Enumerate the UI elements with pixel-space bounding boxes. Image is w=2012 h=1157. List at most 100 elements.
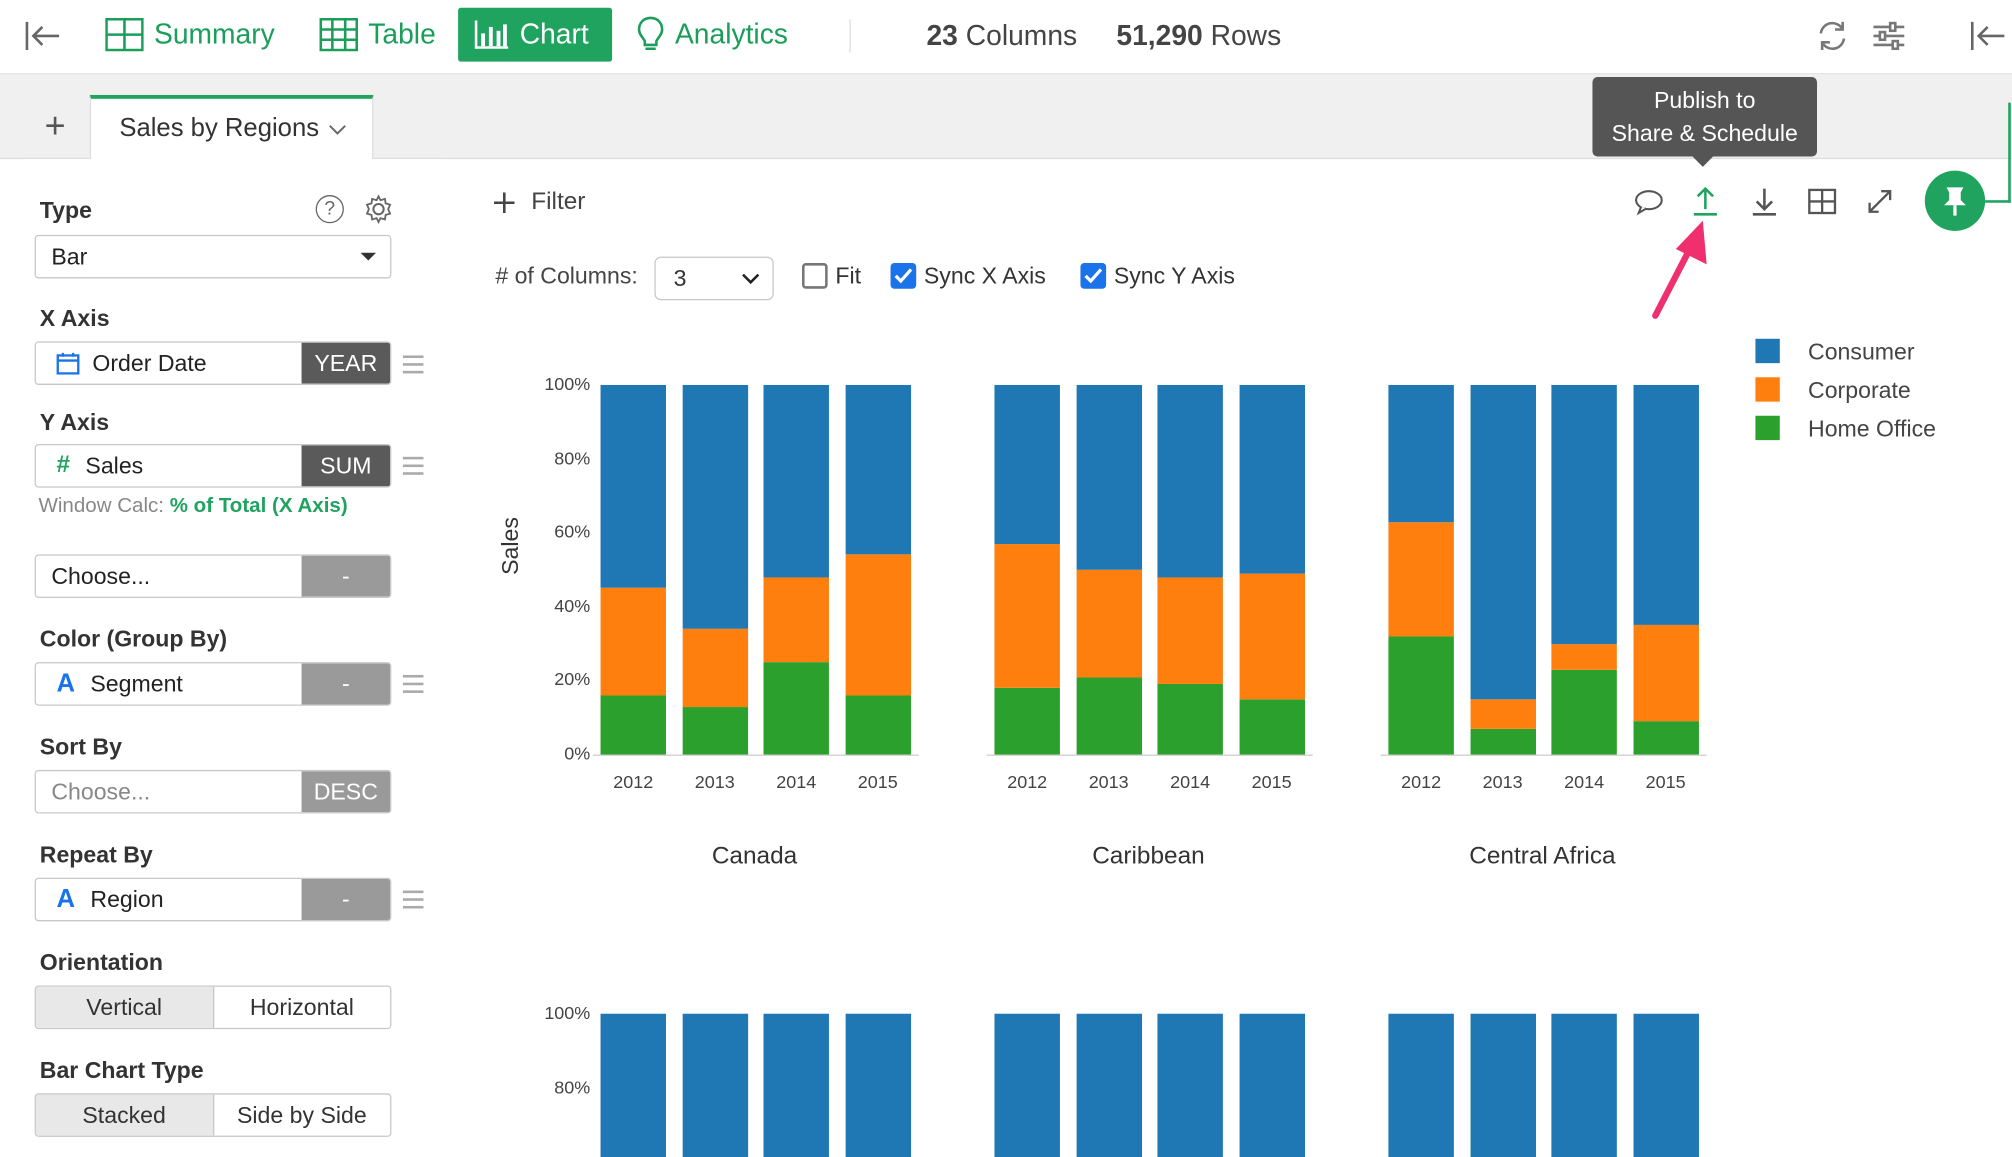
bar-corporate[interactable] [994, 543, 1060, 688]
bar-home-office[interactable] [994, 687, 1060, 755]
collapse-right-icon[interactable] [1968, 18, 2006, 54]
bar-home-office[interactable] [1551, 669, 1617, 755]
bar-consumer[interactable] [1469, 384, 1536, 700]
bar-corporate[interactable] [763, 577, 829, 663]
refresh-icon[interactable] [1814, 18, 1850, 54]
color-field-pill[interactable]: - [301, 663, 391, 705]
barchart-stacked[interactable]: Stacked [35, 1094, 214, 1136]
bar-consumer[interactable] [994, 1013, 1060, 1157]
color-menu-icon[interactable] [402, 674, 424, 693]
grid-layout-icon[interactable] [1805, 185, 1838, 218]
legend-corporate[interactable]: Corporate [1808, 377, 1911, 403]
bar-corporate[interactable] [1469, 699, 1536, 729]
bar-home-office[interactable] [682, 706, 748, 755]
yaxis-agg-button[interactable]: SUM [301, 445, 391, 487]
repeat-menu-icon[interactable] [402, 890, 424, 909]
bar-consumer[interactable] [1075, 384, 1142, 570]
bar-consumer[interactable] [600, 384, 666, 589]
orientation-vertical[interactable]: Vertical [35, 986, 214, 1028]
bar-consumer[interactable] [1388, 1013, 1454, 1157]
add-sheet-button[interactable]: + [44, 105, 66, 146]
sort-field[interactable]: Choose... DESC [34, 769, 392, 814]
xaxis-agg-button[interactable]: YEAR [301, 342, 391, 384]
pin-button[interactable] [1924, 170, 1986, 231]
orientation-horizontal[interactable]: Horizontal [249, 993, 354, 1020]
sheet-tab-active[interactable]: Sales by Regions [89, 94, 374, 160]
repeat-field-pill[interactable]: - [301, 878, 391, 921]
color-field[interactable]: A Segment - [34, 662, 392, 706]
bar-consumer[interactable] [1388, 384, 1454, 522]
bar-consumer[interactable] [1238, 1013, 1305, 1157]
tab-table[interactable]: Table [304, 8, 451, 62]
columns-count-select[interactable]: 3 [654, 256, 774, 301]
xaxis-field[interactable]: Order Date YEAR [34, 341, 392, 385]
bar-home-office[interactable] [1388, 636, 1454, 755]
bar-corporate[interactable] [1157, 577, 1223, 685]
bar-consumer[interactable] [763, 384, 829, 578]
yaxis-menu-icon[interactable] [402, 456, 424, 475]
tab-chart[interactable]: Chart [458, 7, 613, 62]
bar-corporate[interactable] [1388, 521, 1454, 637]
barchart-side-by-side[interactable]: Side by Side [237, 1101, 367, 1128]
bar-consumer[interactable] [994, 384, 1060, 544]
bar-home-office[interactable] [1469, 728, 1536, 755]
sort-direction-button[interactable]: DESC [301, 771, 391, 813]
barchart-type-label: Bar Chart Type [39, 1057, 204, 1084]
bar-corporate[interactable] [1075, 569, 1142, 677]
help-icon[interactable]: ? [315, 195, 344, 224]
bar-consumer[interactable] [1238, 384, 1305, 574]
bar-consumer[interactable] [682, 1013, 748, 1157]
expand-icon[interactable] [1863, 185, 1896, 218]
bar-consumer[interactable] [1469, 1013, 1536, 1157]
bar-home-office[interactable] [763, 662, 829, 755]
bar-corporate[interactable] [844, 554, 911, 696]
chart-type-select[interactable]: Bar [34, 234, 392, 279]
bar-corporate[interactable] [600, 588, 666, 696]
bar-consumer[interactable] [682, 384, 748, 629]
bar-home-office[interactable] [600, 695, 666, 755]
bar-consumer[interactable] [1551, 384, 1617, 644]
bar-home-office[interactable] [1157, 684, 1223, 755]
bar-consumer[interactable] [600, 1013, 666, 1157]
bar-corporate[interactable] [1551, 643, 1617, 670]
extra-field[interactable]: Choose... - [34, 554, 392, 598]
extra-field-pill[interactable]: - [301, 555, 391, 597]
comment-icon[interactable] [1632, 185, 1665, 218]
legend-home-office[interactable]: Home Office [1808, 415, 1936, 442]
download-icon[interactable] [1748, 185, 1781, 218]
bar-consumer[interactable] [1075, 1013, 1142, 1157]
repeat-field[interactable]: A Region - [34, 877, 392, 922]
bar-home-office[interactable] [1632, 721, 1699, 755]
extra-field-placeholder: Choose... [51, 562, 151, 589]
bar-home-office[interactable] [1238, 699, 1305, 755]
bar-home-office[interactable] [1075, 676, 1142, 755]
bar-home-office[interactable] [844, 695, 911, 755]
add-filter-button[interactable]: Filter [493, 189, 585, 217]
bar-corporate[interactable] [682, 628, 748, 707]
fit-checkbox[interactable] [802, 263, 828, 289]
legend-consumer[interactable]: Consumer [1808, 338, 1915, 365]
window-calc[interactable]: Window Calc: % of Total (X Axis) [38, 495, 347, 518]
bar-consumer[interactable] [1632, 1013, 1699, 1157]
bar-consumer[interactable] [763, 1013, 829, 1157]
bar-consumer[interactable] [1632, 384, 1699, 626]
publish-upload-icon[interactable] [1689, 185, 1722, 218]
xaxis-menu-icon[interactable] [402, 355, 424, 374]
sliders-icon[interactable] [1871, 18, 1907, 54]
collapse-left-icon[interactable] [23, 18, 61, 54]
sync-y-checkbox[interactable] [1080, 263, 1107, 289]
bar-consumer[interactable] [844, 384, 911, 555]
bar-corporate[interactable] [1632, 625, 1699, 722]
tab-analytics[interactable]: Analytics [621, 8, 803, 62]
window-calc-value[interactable]: % of Total (X Axis) [169, 495, 348, 518]
bar-consumer[interactable] [1157, 1013, 1223, 1157]
bar-consumer[interactable] [844, 1013, 911, 1157]
y-tick-label: 0% [564, 742, 591, 764]
bar-corporate[interactable] [1238, 573, 1305, 700]
tab-summary[interactable]: Summary [90, 8, 290, 62]
bar-consumer[interactable] [1157, 384, 1223, 578]
yaxis-field[interactable]: # Sales SUM [34, 443, 392, 488]
bar-consumer[interactable] [1551, 1013, 1617, 1157]
gear-icon[interactable] [363, 194, 394, 225]
sync-x-checkbox[interactable] [890, 263, 917, 289]
